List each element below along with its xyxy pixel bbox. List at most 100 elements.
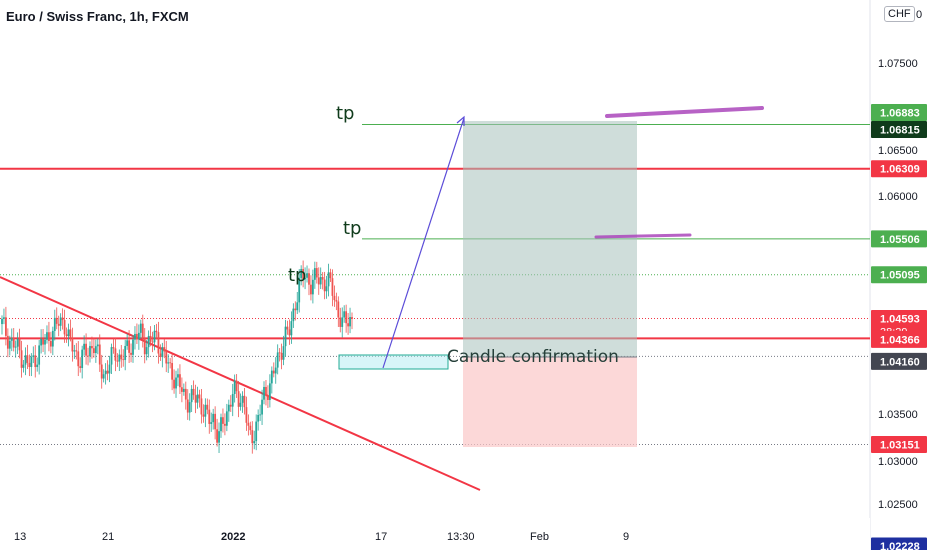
candle [339,307,342,333]
candle [71,327,74,362]
candle [134,326,136,350]
candle [108,355,111,383]
x-tick-label: 2022 [221,531,245,543]
x-tick-label: 17 [375,531,387,543]
candle [184,381,187,410]
candle [229,395,232,412]
candle [137,324,140,350]
candle [104,363,107,385]
candle [208,399,211,434]
candle [1,315,3,335]
candles [1,260,353,454]
candle [14,340,17,358]
candle [42,329,44,352]
candle [106,360,109,381]
candle [147,330,150,358]
candle [194,384,197,414]
candle [145,339,148,361]
candle [77,341,80,377]
x-axis[interactable]: 13 21 2022 17 13:30 Feb 9 [14,531,629,543]
candle [46,325,48,344]
candle [51,326,54,356]
candle [36,357,39,372]
candle [274,357,277,384]
candle [300,265,303,286]
candle [161,342,164,368]
trendline [0,276,481,491]
candle [38,340,41,375]
svg-text:1.05506: 1.05506 [880,234,920,246]
candle [343,305,346,323]
candle [28,354,31,377]
candle [83,335,86,356]
candle [151,331,154,353]
candle [175,370,177,398]
x-tick-label: Feb [530,531,549,543]
candle [329,268,332,283]
y-tick-label: 1.03000 [878,456,918,468]
candle [53,309,56,341]
candle [333,285,336,307]
candle [222,408,224,433]
candle [243,387,246,415]
candle [210,412,213,432]
price-tag: 1.05506 [871,230,927,248]
candle [310,275,312,301]
candle [317,267,320,295]
candle [214,406,217,440]
candle [182,383,185,396]
candle [263,381,265,405]
candle [231,383,234,417]
candle [92,338,95,358]
y-tick-label: 1.07500 [878,58,918,70]
x-tick-label: 13 [14,531,26,543]
purple-highlight-upper [605,106,764,118]
candle [292,303,295,328]
candle [120,344,123,368]
price-tag: 1.04160 [871,352,927,370]
candle [67,323,70,347]
candle [186,389,189,420]
candle [44,334,46,355]
candle [251,421,254,454]
time-axis-bar[interactable] [0,518,870,550]
candle [55,307,58,330]
candle [288,319,291,345]
price-tag: 1.06815 [871,121,927,138]
candle [24,347,27,376]
candle [298,269,301,313]
y-tick-label: 1.06500 [878,145,918,157]
candle [306,265,308,283]
candle [139,319,142,339]
candle [130,343,132,363]
y-axis[interactable]: 1.07500 1.06500 1.06000 1.03500 1.03000 … [878,58,918,511]
candle [335,292,338,311]
candle [91,336,93,359]
candle [235,374,238,398]
candle [286,320,289,335]
candle [69,319,72,342]
currency-selector[interactable]: CHF [884,6,915,22]
candle [345,304,348,333]
candle [85,333,87,365]
candle [112,338,115,354]
candle [20,340,23,378]
price-tag: 1.06309 [871,160,927,178]
symbol-title[interactable]: Euro / Swiss Franc, 1h, FXCM [6,9,189,24]
candle [257,409,260,431]
candle [177,368,179,387]
confirmation-box [338,354,449,370]
candle [143,328,146,364]
candle [294,301,297,321]
candle [247,414,250,436]
candle [59,313,62,332]
candle [75,343,78,360]
candle [65,327,68,343]
purple-highlight-lower [594,233,692,239]
candle [167,354,170,373]
target-zone [463,121,637,357]
candle [155,323,158,340]
candle [284,319,287,357]
candle [227,399,230,422]
